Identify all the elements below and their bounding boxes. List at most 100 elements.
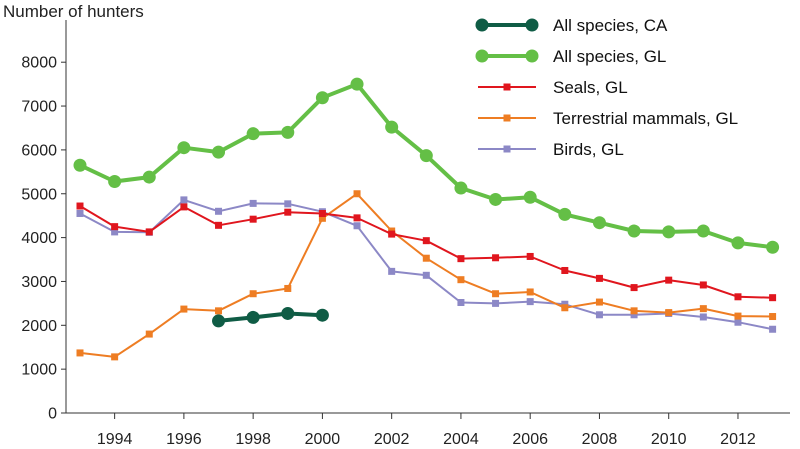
legend-label: Seals, GL (553, 78, 628, 97)
axes (65, 20, 790, 414)
data-point (108, 174, 122, 188)
data-point (284, 208, 292, 216)
data-point (766, 240, 780, 254)
x-tick-label: 1996 (166, 431, 202, 448)
data-point (492, 299, 500, 307)
data-point (627, 224, 641, 238)
data-point (353, 214, 361, 222)
data-point (385, 120, 399, 134)
data-point (284, 284, 292, 292)
series-terrestrial-mammals-gl (76, 190, 777, 361)
data-point (388, 267, 396, 275)
data-point (315, 308, 329, 322)
series-line-seals-gl (79, 205, 774, 299)
x-tick-label: 2004 (443, 431, 479, 448)
data-point (558, 207, 572, 221)
data-point (665, 276, 673, 284)
legend-marker (503, 145, 511, 153)
data-point (180, 203, 188, 211)
data-point (595, 298, 603, 306)
data-point (315, 91, 329, 105)
y-tick-label: 7000 (21, 99, 57, 116)
data-point (561, 304, 569, 312)
legend-label: Terrestrial mammals, GL (553, 109, 738, 128)
data-point (212, 314, 226, 328)
data-point (492, 290, 500, 298)
data-point (592, 216, 606, 230)
series-line-all-species-ca (216, 311, 325, 323)
legend-item-all-species-gl: All species, GL (475, 47, 666, 66)
legend-label: Birds, GL (553, 140, 624, 159)
x-tick-label: 2010 (651, 431, 687, 448)
y-tick-label: 8000 (21, 55, 57, 72)
data-point (350, 77, 364, 91)
legend-label: All species, CA (553, 16, 668, 35)
legend-item-seals-gl: Seals, GL (478, 78, 628, 97)
data-point (318, 209, 326, 217)
x-tick-label: 2012 (720, 431, 756, 448)
y-tick-label: 2000 (21, 318, 57, 335)
y-tick-label: 0 (48, 406, 57, 423)
data-point (769, 294, 777, 302)
series-all-species-ca (212, 306, 329, 328)
y-axis-title: Number of hunters (3, 2, 144, 21)
data-point (246, 127, 260, 141)
data-point (561, 266, 569, 274)
data-point (145, 228, 153, 236)
data-point (111, 223, 119, 231)
data-point (142, 170, 156, 184)
x-tick-label: 2008 (582, 431, 618, 448)
data-point (180, 196, 188, 204)
data-point (489, 192, 503, 206)
data-point (662, 225, 676, 239)
data-point (419, 149, 433, 163)
legend-label: All species, GL (553, 47, 666, 66)
data-point (215, 207, 223, 215)
data-point (145, 330, 153, 338)
series-seals-gl (76, 202, 777, 302)
x-tick-label: 2000 (305, 431, 341, 448)
y-ticks: 0 1000 2000 3000 4000 5000 6000 7000 8000 (21, 55, 66, 423)
data-point (457, 276, 465, 284)
data-point (696, 224, 710, 238)
series-layer (73, 77, 780, 361)
data-point (734, 293, 742, 301)
data-point (665, 309, 673, 317)
series-all-species-gl (73, 77, 780, 254)
data-point (734, 312, 742, 320)
data-point (246, 310, 260, 324)
data-point (249, 290, 257, 298)
data-point (699, 305, 707, 313)
data-point (769, 325, 777, 333)
legend: All species, CA All species, GL Seals, GL T… (475, 16, 738, 159)
x-tick-label: 2006 (512, 431, 548, 448)
legend-marker (503, 83, 511, 91)
data-point (595, 274, 603, 282)
data-point (111, 353, 119, 361)
legend-marker (525, 18, 539, 32)
y-tick-label: 6000 (21, 142, 57, 159)
data-point (284, 200, 292, 208)
data-point (215, 221, 223, 229)
data-point (526, 298, 534, 306)
data-point (492, 254, 500, 262)
legend-item-terrestrial-mammals-gl: Terrestrial mammals, GL (478, 109, 738, 128)
data-point (422, 254, 430, 262)
data-point (73, 158, 87, 172)
data-point (699, 281, 707, 289)
legend-item-all-species-ca: All species, CA (475, 16, 668, 35)
data-point (422, 271, 430, 279)
data-point (353, 222, 361, 230)
x-ticks: 1994 1996 1998 2000 2002 2004 2006 2008 2010 2012 (97, 413, 756, 448)
data-point (769, 313, 777, 321)
legend-marker (475, 49, 489, 63)
data-point (215, 307, 223, 315)
data-point (281, 125, 295, 139)
data-point (526, 252, 534, 260)
data-point (353, 190, 361, 198)
legend-marker (525, 49, 539, 63)
x-tick-label: 1994 (97, 431, 133, 448)
data-point (249, 199, 257, 207)
x-tick-label: 1998 (235, 431, 271, 448)
